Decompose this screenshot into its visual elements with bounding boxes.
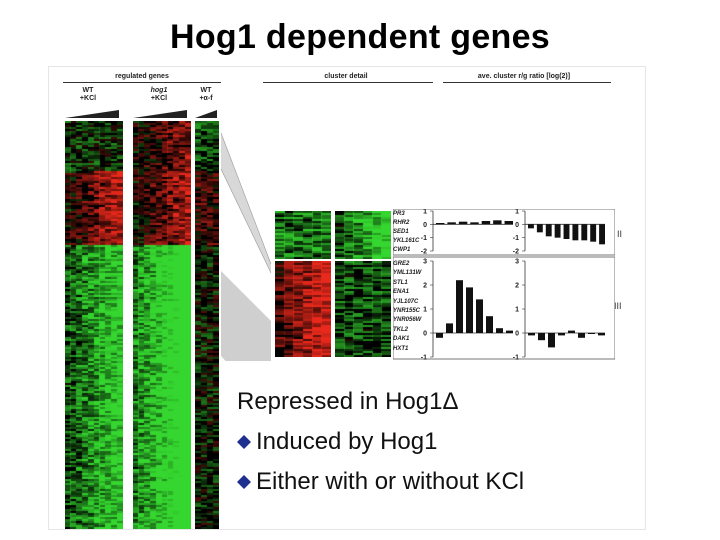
y-tick-label: 3 (423, 259, 427, 266)
bar (581, 224, 588, 241)
bar (563, 224, 570, 239)
column-header-hog1-kcl: hog1 +KCl (150, 87, 168, 102)
heatmap-hog1-kcl (133, 121, 191, 529)
bar (458, 221, 468, 225)
time-course-wedge (195, 110, 217, 118)
bar (486, 316, 493, 333)
gene-label: HXT1 (393, 345, 409, 352)
caption-bullet: Either with or without KCl (237, 462, 524, 502)
bar (568, 330, 575, 333)
y-tick-label: -2 (513, 249, 519, 256)
cluster-box-iii (393, 256, 615, 360)
y-tick-label: -1 (421, 235, 427, 242)
bar (588, 333, 595, 334)
gene-label: PR3 (393, 211, 405, 217)
header-regulated-genes: regulated genes (115, 73, 169, 80)
y-tick-label: 1 (423, 209, 427, 216)
caption: Repressed in Hog1Δ Induced by Hog1 Eithe… (237, 382, 524, 502)
bar (466, 287, 473, 333)
figure: regulated genes cluster detail ave. clus… (48, 66, 646, 530)
bar (456, 280, 463, 333)
diamond-bullet-icon (237, 435, 251, 449)
gene-label: STL1 (393, 279, 408, 286)
bar (528, 224, 534, 229)
bar (470, 222, 479, 225)
bar (493, 220, 502, 225)
y-tick-label: 0 (515, 222, 519, 229)
bar (548, 333, 555, 348)
detail-heatmap-hog1 (335, 211, 391, 259)
y-tick-label: 2 (423, 283, 427, 290)
bar (481, 221, 491, 225)
bar (598, 333, 605, 336)
y-tick-label: 0 (515, 331, 519, 338)
slide-title: Hog1 dependent genes (169, 18, 551, 56)
column-header-wt-kcl: WT +KCl (79, 87, 97, 102)
cluster-box-ii (393, 209, 615, 256)
bar (599, 224, 605, 245)
detail-heatmap-wt (275, 211, 331, 259)
y-tick-label: 1 (515, 209, 519, 216)
gene-label: YKL161C (393, 238, 420, 244)
bar (590, 224, 597, 242)
header-line (443, 82, 611, 83)
bar (558, 333, 565, 336)
bar (578, 333, 585, 338)
gene-label: YNR155C (393, 308, 421, 314)
gene-label: SED1 (393, 229, 409, 235)
gene-label: GRE2 (393, 261, 410, 267)
gene-label: YML131W (393, 270, 422, 277)
gene-label: RHR2 (393, 220, 410, 226)
y-tick-label: -2 (421, 249, 427, 256)
time-course-wedge (65, 110, 119, 118)
y-tick-label: 1 (515, 307, 519, 314)
y-tick-label: -1 (513, 355, 519, 362)
bar (496, 328, 503, 333)
cluster-label-ii: II (617, 229, 623, 239)
caption-heading: Repressed in Hog1Δ (237, 388, 459, 415)
gene-label: YNR056W (393, 317, 422, 324)
bar (506, 330, 513, 333)
y-tick-label: -1 (421, 355, 427, 362)
gene-label: ENA1 (393, 289, 410, 296)
gene-label: DAK1 (393, 336, 410, 343)
y-tick-label: 3 (515, 259, 519, 266)
diamond-bullet-icon (237, 475, 251, 489)
header-line (63, 82, 221, 83)
bar (447, 222, 456, 225)
bar (528, 333, 535, 336)
bar (554, 224, 561, 238)
bar (436, 223, 445, 225)
detail-heatmap-hog1 (335, 261, 391, 357)
bar (545, 224, 552, 237)
bar (436, 333, 443, 338)
y-tick-label: 0 (423, 222, 427, 229)
caption-bullet: Induced by Hog1 (237, 422, 524, 462)
bar (504, 221, 513, 225)
time-course-wedge (133, 110, 187, 118)
gene-label: YJL107C (393, 298, 419, 305)
heatmap-wt-alpha (195, 121, 219, 529)
gene-label: TKL2 (393, 326, 408, 333)
cluster-label-iii: III (614, 301, 622, 311)
bar (538, 333, 545, 341)
y-tick-label: -1 (513, 235, 519, 242)
header-line (263, 82, 433, 83)
bar (572, 224, 579, 241)
heatmap-wt-kcl (65, 121, 123, 529)
column-header-wt-alpha: WT +α-f (199, 87, 213, 102)
y-tick-label: 0 (423, 331, 427, 338)
cluster-connector (221, 132, 272, 361)
header-cluster-detail: cluster detail (324, 73, 368, 80)
gene-label: CWP1 (393, 247, 411, 253)
bar (446, 323, 453, 333)
detail-heatmap-wt (275, 261, 331, 357)
header-ratio: ave. cluster r/g ratio [log(2)] (477, 73, 571, 80)
bar (476, 299, 483, 333)
y-tick-label: 1 (423, 307, 427, 314)
bar (536, 224, 543, 233)
ratio-bar-charts: 1 0 -1 -2 1 0 -1 -2 3 2 1 0 -1 3 2 1 0 -1 (393, 209, 615, 361)
y-tick-label: 2 (515, 283, 519, 290)
